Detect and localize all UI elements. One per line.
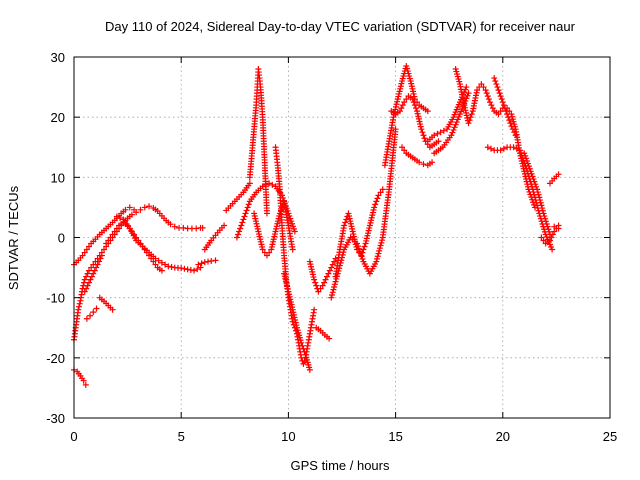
y-tick-label: 0 xyxy=(58,231,65,246)
series-track-v xyxy=(388,93,442,151)
data-point-markers xyxy=(223,180,253,214)
data-point-markers xyxy=(96,294,116,313)
series-track-ac xyxy=(521,150,553,238)
data-point-markers xyxy=(306,255,339,295)
series-track-t xyxy=(328,126,399,301)
y-tick-label: 10 xyxy=(51,170,65,185)
series-track-w xyxy=(399,144,436,169)
x-tick-label: 5 xyxy=(178,429,185,444)
data-point-markers xyxy=(81,252,105,295)
data-point-markers xyxy=(201,222,228,253)
data-point-markers xyxy=(313,324,333,342)
series-track-n xyxy=(251,198,296,259)
series-track-a xyxy=(71,204,138,268)
x-tick-label: 10 xyxy=(281,429,295,444)
series-track-aa xyxy=(484,144,556,253)
data-point-markers xyxy=(113,213,204,274)
data-point-markers xyxy=(281,270,313,373)
series-track-m xyxy=(246,66,270,217)
y-axis-label: SDTVAR / TECUs xyxy=(6,185,21,290)
data-point-markers xyxy=(103,219,165,274)
data-point-markers xyxy=(399,144,436,169)
series-track-e xyxy=(81,252,105,295)
data-point-markers xyxy=(195,257,219,268)
series-track-j xyxy=(201,222,228,253)
series-track-d xyxy=(83,305,100,322)
y-tick-label: -20 xyxy=(46,351,65,366)
grid-layer xyxy=(74,57,610,418)
axis-ticks: 0 5 10 15 20 25 -30 -20 -10 0 10 20 30 xyxy=(46,50,617,444)
data-point-markers xyxy=(83,305,100,322)
y-tick-label: 30 xyxy=(51,50,65,65)
data-point-markers xyxy=(388,93,442,151)
series-track-y xyxy=(431,90,472,157)
series-track-ab xyxy=(491,75,519,139)
series-track-i xyxy=(195,257,219,268)
x-tick-label: 20 xyxy=(496,429,510,444)
series-track-r xyxy=(313,324,333,342)
data-point-markers xyxy=(546,171,562,187)
x-axis-label: GPS time / hours xyxy=(291,458,390,473)
series-track-f xyxy=(96,294,116,313)
x-tick-label: 15 xyxy=(388,429,402,444)
x-tick-label: 0 xyxy=(70,429,77,444)
data-point-markers xyxy=(71,204,138,268)
series-track-k xyxy=(223,180,253,214)
data-point-markers xyxy=(246,66,270,217)
data-points xyxy=(71,63,562,388)
series-track-h xyxy=(113,213,204,274)
series-track-ae xyxy=(546,171,562,187)
series-track-p xyxy=(281,270,313,373)
data-point-markers xyxy=(251,198,296,259)
series-track-b xyxy=(71,203,206,343)
data-point-markers xyxy=(551,223,562,232)
chart-title: Day 110 of 2024, Sidereal Day-to-day VTE… xyxy=(105,19,576,34)
series-track-g xyxy=(103,219,165,274)
series-track-af xyxy=(551,223,562,232)
series-track-q xyxy=(306,255,339,295)
x-tick-label: 25 xyxy=(603,429,617,444)
data-point-markers xyxy=(521,150,553,238)
data-point-markers xyxy=(491,75,519,139)
y-tick-label: 20 xyxy=(51,110,65,125)
y-tick-label: -10 xyxy=(46,291,65,306)
data-point-markers xyxy=(71,203,206,343)
data-point-markers xyxy=(431,90,472,157)
y-tick-label: -30 xyxy=(46,411,65,426)
data-point-markers xyxy=(484,144,556,253)
data-point-markers xyxy=(328,126,399,301)
